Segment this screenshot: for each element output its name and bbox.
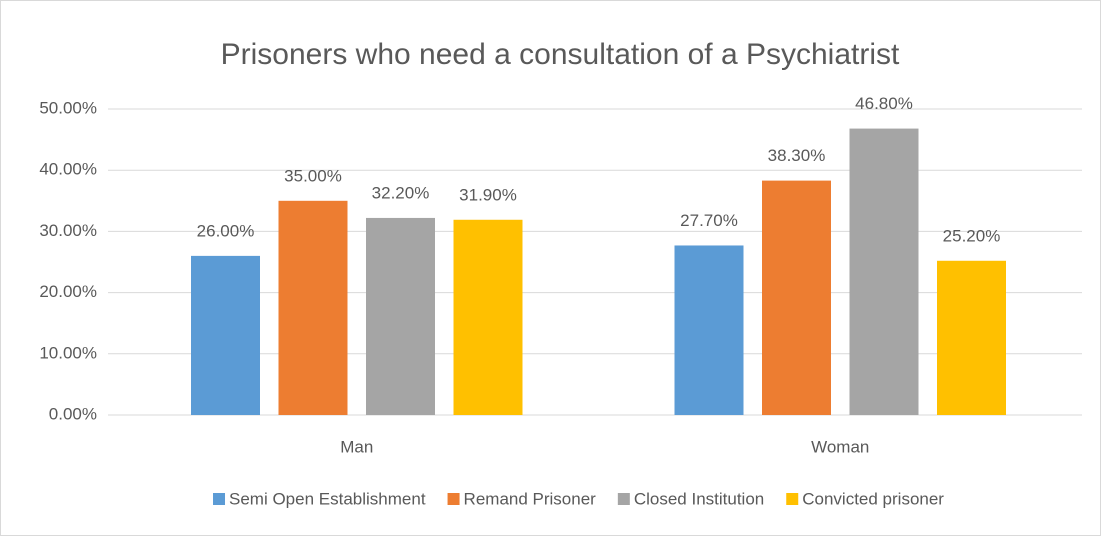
data-label: 46.80% <box>855 94 913 113</box>
y-tick-label: 30.00% <box>39 221 97 240</box>
bar <box>849 128 919 416</box>
bar <box>762 180 831 415</box>
y-tick-label: 20.00% <box>39 282 97 301</box>
y-tick-label: 10.00% <box>39 343 97 362</box>
data-label: 35.00% <box>284 166 342 185</box>
legend-swatch <box>617 493 630 505</box>
chart-title: Prisoners who need a consultation of a P… <box>221 38 900 71</box>
y-tick-label: 0.00% <box>49 404 97 423</box>
y-tick-label: 40.00% <box>39 160 97 179</box>
data-label: 38.30% <box>768 146 826 165</box>
data-label: 32.20% <box>372 183 430 202</box>
legend-label: Convicted prisoner <box>802 489 944 508</box>
bar <box>191 255 260 415</box>
y-tick-label: 50.00% <box>39 98 97 117</box>
legend-label: Semi Open Establishment <box>229 489 426 508</box>
data-label: 26.00% <box>197 221 255 240</box>
legend-swatch <box>213 493 226 505</box>
legend-label: Remand Prisoner <box>464 489 597 508</box>
x-tick-label: Woman <box>811 437 869 456</box>
bar <box>937 260 1006 415</box>
legend-label: Closed Institution <box>634 489 764 508</box>
legend-swatch <box>786 493 799 505</box>
data-label: 25.20% <box>943 226 1001 245</box>
bar <box>278 200 348 415</box>
x-tick-label: Man <box>340 437 373 456</box>
data-label: 27.70% <box>680 211 738 230</box>
data-label: 31.90% <box>459 185 517 204</box>
bar <box>366 217 435 415</box>
bar <box>674 245 744 415</box>
bar <box>453 219 523 415</box>
legend-swatch <box>447 493 460 505</box>
